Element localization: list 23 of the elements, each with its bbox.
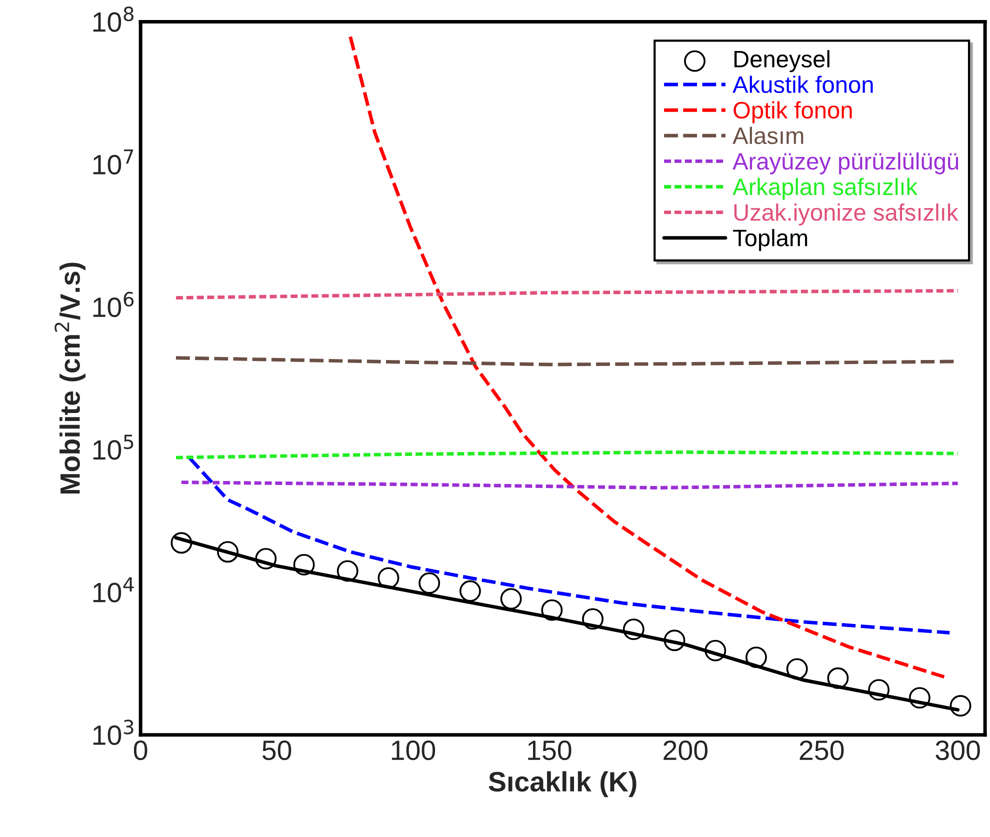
- y-axis-title: Mobilite (cm$^{2}$/V.s): [54, 262, 86, 494]
- x-tick-label: 100: [392, 740, 436, 760]
- x-tick-label: 150: [528, 740, 572, 760]
- x-tick-label: 50: [262, 740, 292, 760]
- legend-label: Alasım: [732, 126, 804, 144]
- legend-label: Arkaplan safsızlık: [732, 178, 918, 200]
- y-tick-label: 10$^{4}$: [93, 577, 134, 602]
- legend-label: Akustik fonon: [732, 76, 873, 94]
- legend-label: Arayüzey pürüzlülügü: [732, 152, 958, 174]
- legend-label: Uzak.iyonize safsızlık: [734, 203, 958, 226]
- x-tick-label: 200: [664, 740, 708, 760]
- legend-label: Toplam: [733, 229, 808, 252]
- x-tick-label: 250: [800, 740, 844, 760]
- legend-label: Optik fonon: [734, 101, 852, 124]
- y-tick-label: 10$^{3}$: [93, 720, 134, 746]
- x-tick-label: 300: [936, 740, 980, 760]
- legend-label: Deneysel: [734, 50, 830, 72]
- x-tick-label: 0: [134, 740, 148, 760]
- y-tick-label: 10$^{8}$: [93, 6, 134, 32]
- x-axis-title: Sıcaklık (K): [488, 771, 636, 798]
- y-tick-label: 10$^{5}$: [93, 434, 134, 460]
- y-tick-label: 10$^{6}$: [93, 292, 134, 318]
- y-tick-label: 10$^{7}$: [93, 149, 134, 175]
